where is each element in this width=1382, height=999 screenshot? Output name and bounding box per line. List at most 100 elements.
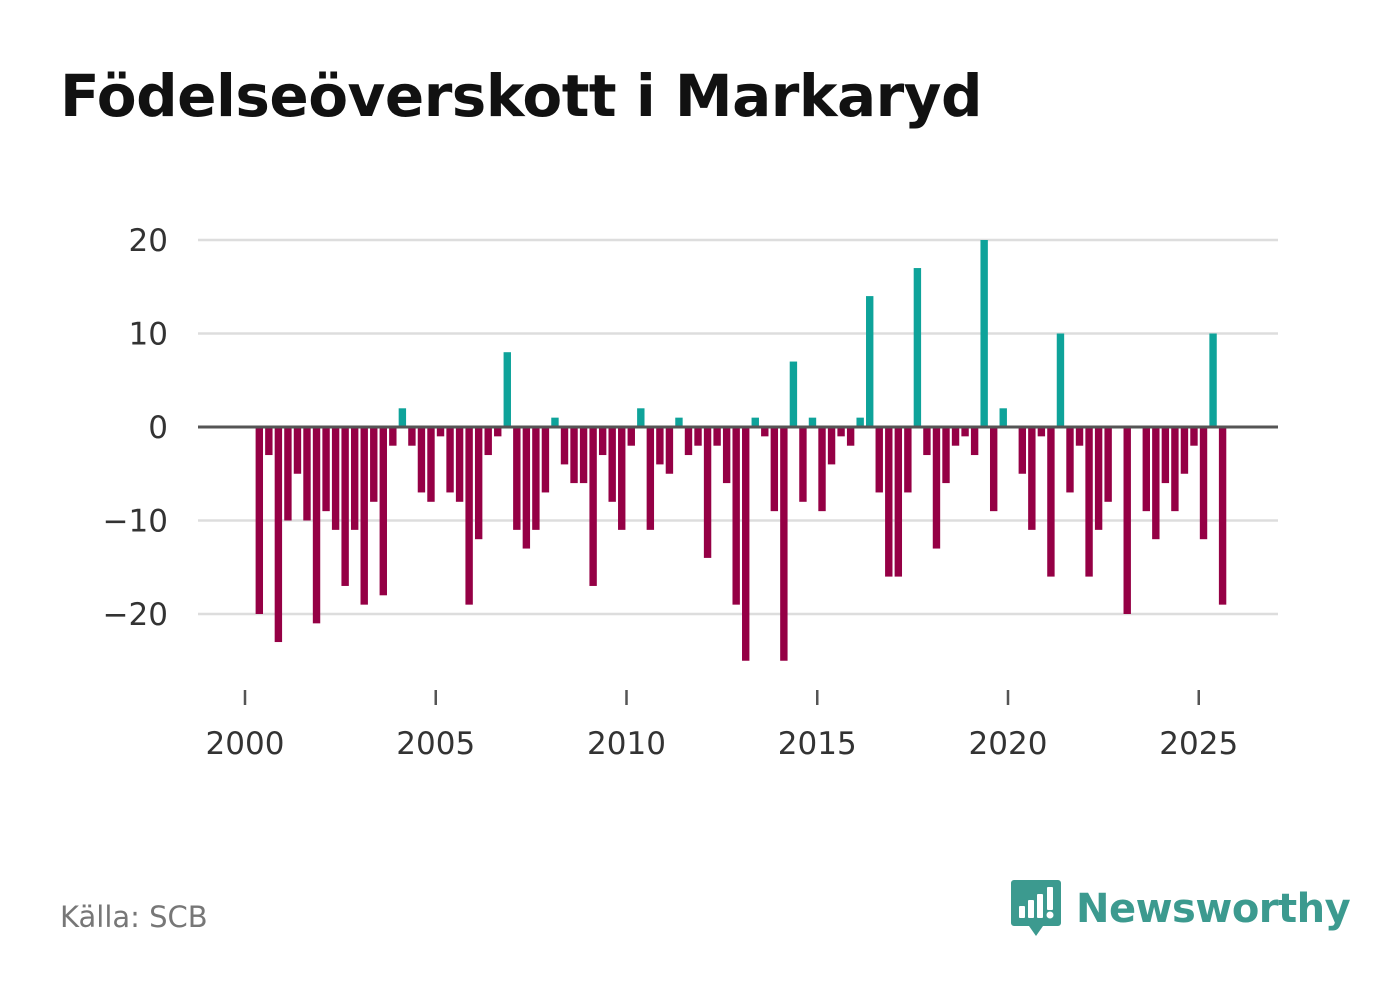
bar (360, 427, 368, 605)
bar (513, 427, 521, 530)
bar (742, 427, 750, 661)
bar (293, 427, 302, 474)
bar (961, 427, 969, 437)
bar (1180, 427, 1189, 474)
bar (942, 427, 950, 484)
brand-name: Newsworthy (1076, 886, 1351, 932)
bar (484, 427, 492, 456)
bar (589, 427, 597, 586)
bar (465, 427, 473, 605)
newsworthy-logo-icon (1011, 880, 1061, 936)
bar (1190, 427, 1198, 446)
bar (265, 427, 273, 456)
y-tick-label: 10 (129, 317, 168, 353)
bar (761, 427, 769, 437)
bar (951, 427, 960, 446)
bar (579, 427, 588, 484)
bar (637, 408, 645, 427)
bar (713, 427, 721, 446)
x-tick-label: 2020 (969, 726, 1048, 762)
bar (417, 427, 426, 493)
bar (398, 408, 407, 427)
bar (913, 268, 922, 427)
bar (1142, 427, 1150, 512)
bar (1037, 427, 1046, 437)
bar (560, 427, 569, 465)
bar (1094, 427, 1103, 530)
bar (732, 427, 740, 605)
bar (1075, 427, 1084, 446)
bar (1104, 427, 1112, 502)
bar (255, 427, 264, 614)
bar (827, 427, 836, 465)
bar (608, 427, 616, 502)
bar (1209, 333, 1217, 427)
bar (1066, 427, 1074, 493)
bar (532, 427, 540, 530)
bar (379, 427, 387, 596)
bar (503, 352, 511, 427)
bar (751, 417, 759, 427)
bar (455, 427, 464, 502)
x-tick-label: 2015 (778, 726, 857, 762)
bar (656, 427, 664, 465)
bar (980, 240, 988, 427)
bar (436, 427, 445, 437)
bar (551, 417, 559, 427)
bar (598, 427, 607, 456)
bar (1123, 427, 1131, 614)
bar (1218, 427, 1227, 605)
bar (665, 427, 674, 474)
bar (1047, 427, 1055, 577)
bar (570, 427, 578, 484)
bar (885, 427, 893, 577)
bar (494, 427, 502, 437)
bar (522, 427, 531, 549)
bar (1199, 427, 1208, 540)
bar (866, 296, 874, 427)
y-tick-label: −20 (103, 597, 168, 633)
bar (837, 427, 845, 437)
bar (350, 427, 359, 530)
bar (427, 427, 435, 502)
bar (703, 427, 712, 558)
bar (541, 427, 550, 493)
source-note: Källa: SCB (60, 900, 208, 934)
x-axis: 2000 2005 2010 2015 2020 2025 (206, 690, 1238, 762)
bar (341, 427, 349, 586)
bar (970, 427, 979, 456)
bar (284, 427, 292, 521)
bar (932, 427, 941, 549)
y-axis: −20 −10 0 10 20 (103, 223, 168, 633)
x-tick-label: 2010 (587, 726, 666, 762)
bar (1085, 427, 1093, 577)
bar (789, 361, 798, 427)
bar (989, 427, 998, 512)
bar (780, 427, 788, 661)
bar (1028, 427, 1036, 530)
bar (684, 427, 693, 456)
bar (1171, 427, 1179, 512)
bar (894, 427, 903, 577)
bar (303, 427, 311, 521)
y-tick-label: −10 (103, 504, 168, 540)
bar (322, 427, 330, 512)
brand-logo[interactable]: Newsworthy (1010, 878, 1351, 940)
bar-series (255, 240, 1227, 661)
bar (694, 427, 702, 446)
bar (675, 417, 683, 427)
y-tick-label: 20 (129, 223, 168, 259)
bar (923, 427, 931, 456)
bar (312, 427, 321, 624)
chart-title: Födelseöverskott i Markaryd (60, 62, 983, 130)
bar (627, 427, 635, 446)
bar (999, 408, 1007, 427)
bar (1018, 427, 1027, 474)
bar (389, 427, 397, 446)
x-tick-label: 2025 (1159, 726, 1238, 762)
bar (618, 427, 626, 530)
bar (408, 427, 416, 446)
bar (770, 427, 779, 512)
bar (646, 427, 655, 530)
bar (856, 417, 864, 427)
